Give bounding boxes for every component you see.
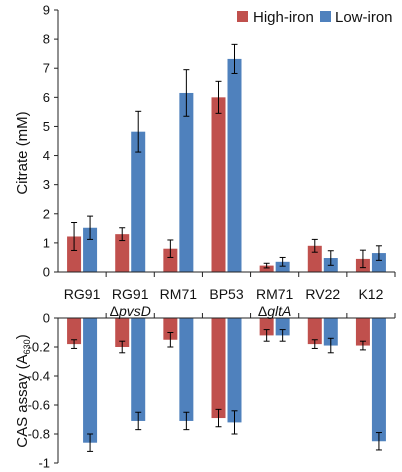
bottom-y-axis-label-main: CAS assay (A <box>14 354 31 447</box>
top-bar-high-iron <box>115 234 130 272</box>
top-y-tick-label: 5 <box>43 119 50 134</box>
bottom-bar-high-iron <box>67 318 82 345</box>
top-bar-high-iron <box>67 236 82 272</box>
bottom-bar-high-iron <box>115 318 130 347</box>
category-label: RG91 <box>64 286 101 302</box>
top-chart: 0 1 2 3 4 5 6 7 8 9 <box>43 3 396 280</box>
bottom-bar-low-iron <box>131 318 146 421</box>
bottom-bar-low-iron <box>179 318 194 421</box>
bottom-bar-high-iron <box>307 318 322 345</box>
gene-name: gltA <box>267 303 291 319</box>
bottom-y-axis-label: CAS assay (A630) <box>14 334 32 447</box>
top-bar-high-iron <box>259 265 274 272</box>
top-bar-high-iron <box>307 245 322 272</box>
gene-name: pvsD <box>118 303 151 319</box>
bottom-bar-low-iron <box>227 318 242 423</box>
category-label: RM71 <box>256 286 294 302</box>
top-bar-low-iron <box>131 131 146 272</box>
bottom-y-tick-label: -1 <box>38 456 50 471</box>
category-label: RG91 <box>112 286 149 302</box>
bottom-y-tick-label: 0 <box>43 311 50 326</box>
bottom-y-axis-label-close: ) <box>14 334 31 339</box>
top-bar-low-iron <box>227 58 242 273</box>
legend: High-iron Low-iron <box>237 9 393 26</box>
delta-symbol: Δ <box>258 303 267 319</box>
bottom-y-axis-label-subscript: 630 <box>22 339 32 354</box>
bottom-bar-high-iron <box>355 318 370 346</box>
legend-label-low-iron: Low-iron <box>335 9 393 26</box>
bottom-bar-high-iron <box>211 318 226 419</box>
top-y-tick-label: 8 <box>43 32 50 47</box>
top-y-tick-label: 1 <box>43 235 50 250</box>
legend-swatch-high-iron <box>237 11 248 22</box>
bottom-bar-low-iron <box>275 318 290 336</box>
legend-swatch-low-iron <box>320 11 331 22</box>
bottom-bar-high-iron <box>259 318 274 336</box>
top-y-tick-label: 6 <box>43 90 50 105</box>
top-bar-low-iron <box>179 92 194 272</box>
top-bar-high-iron <box>211 97 226 272</box>
top-bar-low-iron <box>83 227 98 272</box>
bottom-bar-low-iron <box>323 318 338 346</box>
top-bar-low-iron <box>275 261 290 272</box>
bottom-y-tick-label: -0.4 <box>28 369 50 384</box>
bottom-bar-low-iron <box>371 318 386 442</box>
bottom-y-tick-label: -0.8 <box>28 427 50 442</box>
category-label: RM71 <box>160 286 198 302</box>
category-label: K12 <box>358 286 383 302</box>
bottom-y-tick-label: -0.2 <box>28 340 50 355</box>
top-y-tick-label: 4 <box>43 148 50 163</box>
category-label: BP53 <box>209 286 243 302</box>
category-label: RV22 <box>305 286 340 302</box>
bottom-bar-high-iron <box>163 318 178 340</box>
top-y-axis-label: Citrate (mM) <box>14 111 31 194</box>
category-label-mutant: ΔpvsD <box>110 303 151 319</box>
top-bar-high-iron <box>163 248 178 272</box>
top-y-tick-label: 9 <box>43 3 50 18</box>
top-y-tick-label: 3 <box>43 177 50 192</box>
top-y-tick-label: 0 <box>43 265 50 280</box>
legend-label-high-iron: High-iron <box>253 9 314 26</box>
bottom-bar-low-iron <box>83 318 98 443</box>
top-y-tick-label: 7 <box>43 61 50 76</box>
bottom-y-tick-label: -0.6 <box>28 398 50 413</box>
category-label-mutant: ΔgltA <box>258 303 291 319</box>
delta-symbol: Δ <box>110 303 119 319</box>
top-y-tick-label: 2 <box>43 206 50 221</box>
bottom-chart: 0 -0.2 -0.4 -0.6 -0.8 -1 <box>28 311 396 471</box>
top-bar-low-iron <box>371 253 386 272</box>
